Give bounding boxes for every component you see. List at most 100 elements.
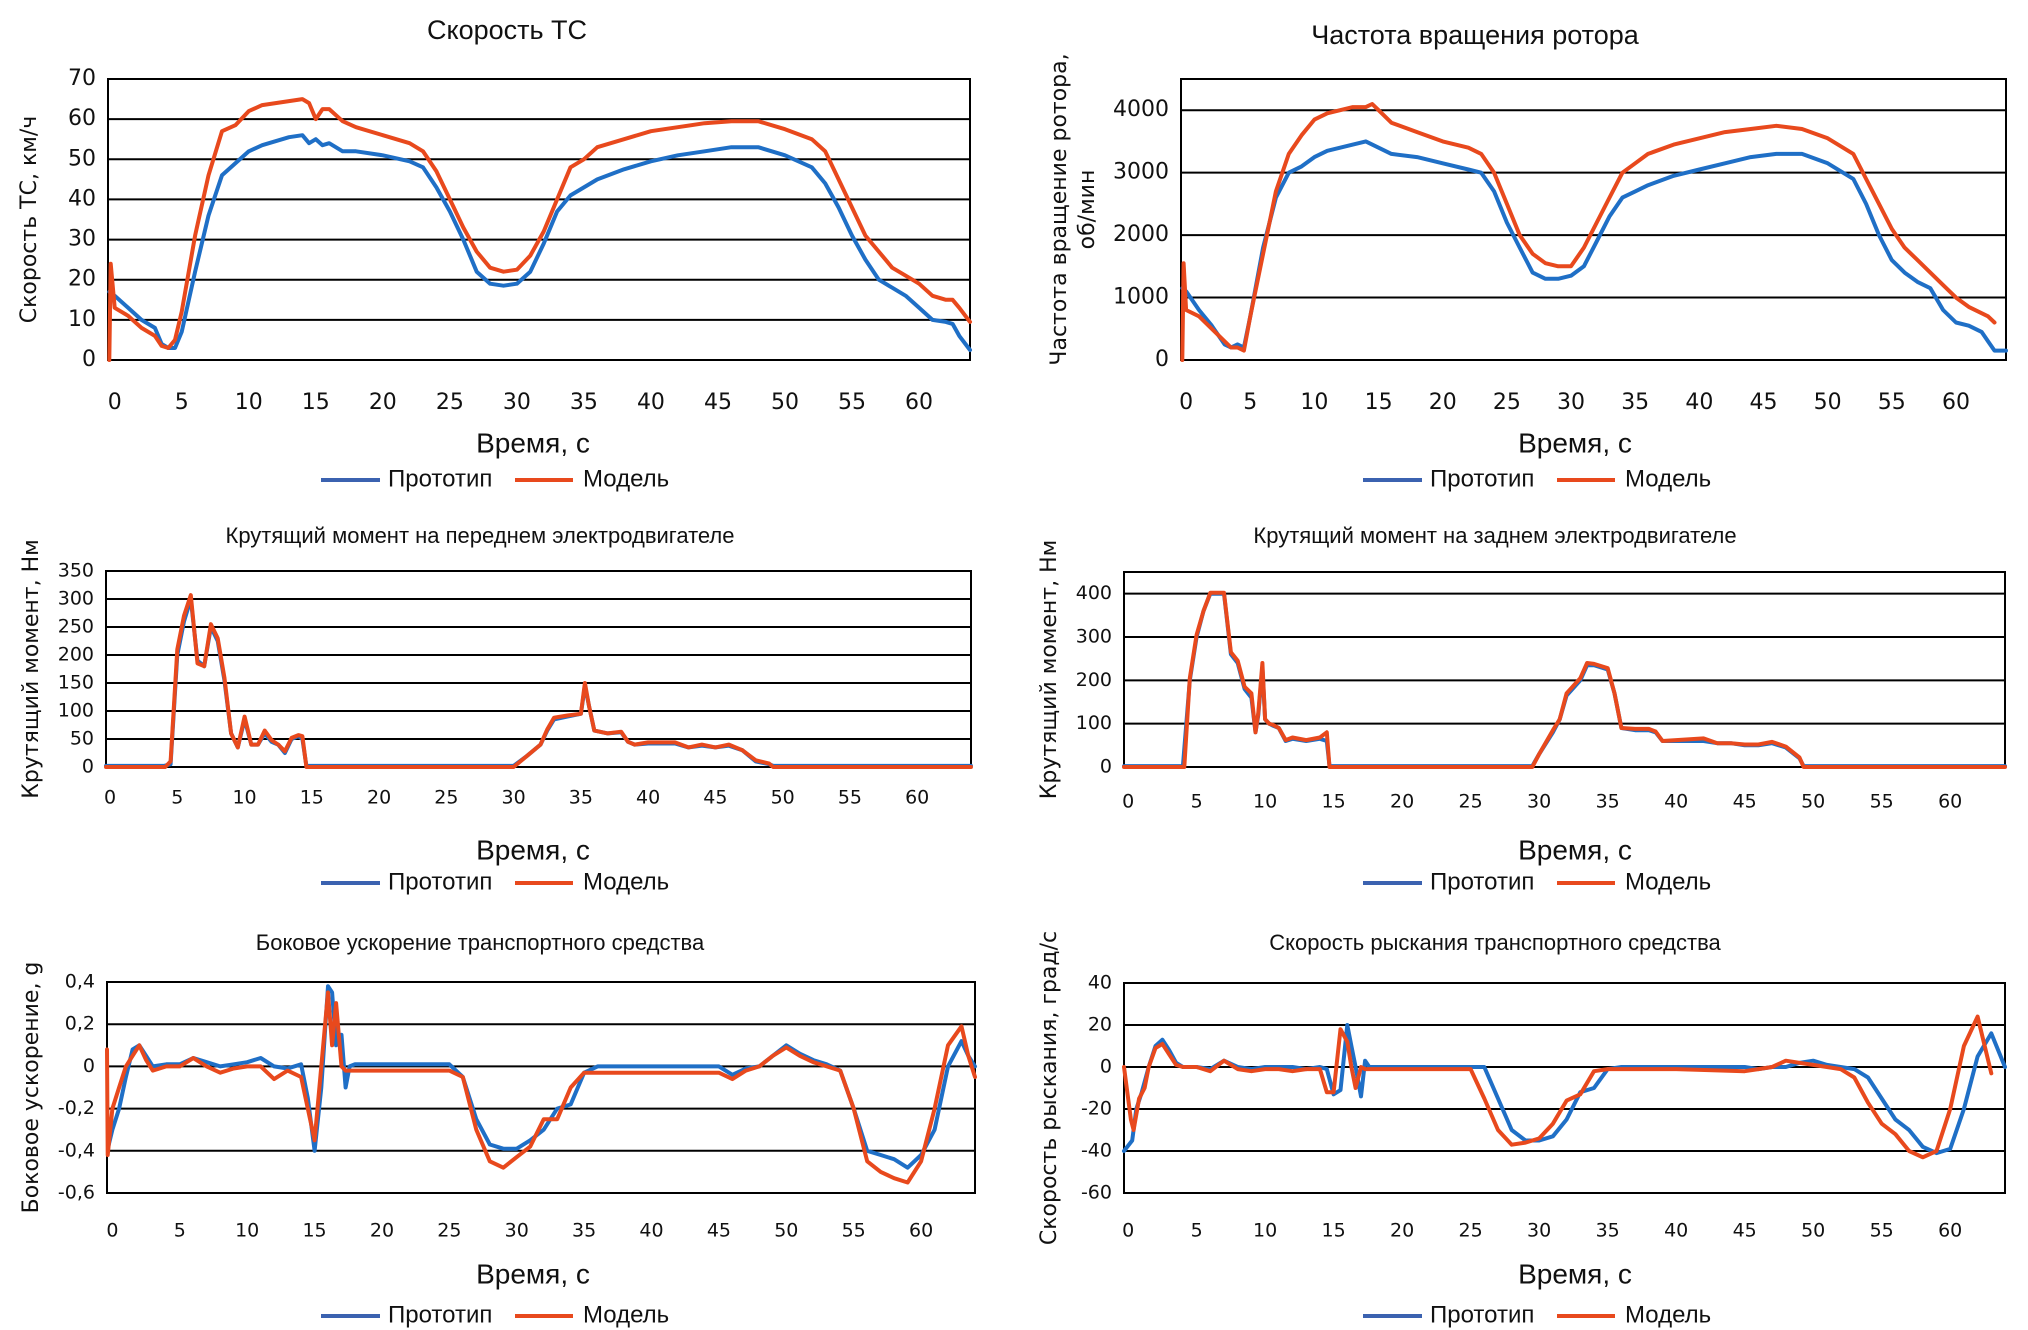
legend-label-prototype: Прототип bbox=[1430, 1301, 1534, 1328]
chart-title: Крутящий момент на заднем электродвигате… bbox=[1253, 523, 1736, 548]
x-tick-label: 35 bbox=[1621, 390, 1649, 415]
x-tick-label: 5 bbox=[171, 787, 183, 809]
y-axis-label-unit: об/мин bbox=[1075, 170, 1100, 250]
y-axis-label: Боковое ускорение, g bbox=[19, 962, 44, 1214]
y-axis-label: Скорость ТС, км/ч bbox=[17, 116, 42, 324]
x-tick-label: 40 bbox=[1664, 791, 1688, 813]
x-axis-label: Время, с bbox=[476, 427, 590, 458]
x-tick-label: 40 bbox=[639, 1220, 663, 1242]
series-line-model bbox=[1122, 1014, 1994, 1160]
x-tick-label: 15 bbox=[1322, 1220, 1346, 1242]
x-tick-label: 25 bbox=[436, 390, 464, 415]
y-tick-label: -20 bbox=[1081, 1098, 1112, 1120]
x-tick-label: 50 bbox=[771, 787, 795, 809]
y-tick-label: 50 bbox=[70, 728, 94, 750]
x-tick-label: 15 bbox=[1322, 791, 1346, 813]
y-tick-label: 100 bbox=[1076, 712, 1112, 734]
series-line-model bbox=[1122, 590, 2007, 769]
x-tick-label: 10 bbox=[235, 1220, 259, 1242]
y-tick-label: 40 bbox=[1088, 972, 1112, 994]
x-tick-label: 45 bbox=[1733, 791, 1757, 813]
x-tick-label: 30 bbox=[1527, 791, 1551, 813]
legend-label-model: Модель bbox=[1625, 1301, 1711, 1328]
x-tick-label: 10 bbox=[1300, 390, 1328, 415]
y-axis-label: Скорость рыскания, град/с bbox=[1037, 931, 1062, 1245]
series-line-prototype bbox=[107, 133, 972, 352]
y-tick-label: 0 bbox=[82, 347, 96, 372]
series-line-model bbox=[104, 593, 973, 769]
y-tick-label: 300 bbox=[1076, 626, 1112, 648]
x-tick-label: 40 bbox=[636, 787, 660, 809]
y-tick-label: 150 bbox=[58, 672, 94, 694]
x-tick-label: 15 bbox=[302, 390, 330, 415]
x-tick-label: 0 bbox=[1122, 1220, 1134, 1242]
y-tick-label: 1000 bbox=[1113, 285, 1169, 310]
y-tick-label: 350 bbox=[58, 560, 94, 582]
chart-rotor: Частота вращения ротора 0 1000 2000 3000 4000… bbox=[1047, 20, 2008, 492]
y-tick-label: 3000 bbox=[1113, 160, 1169, 185]
x-tick-label: 55 bbox=[1870, 1220, 1894, 1242]
x-tick-label: 25 bbox=[434, 787, 458, 809]
x-tick-label: 5 bbox=[175, 390, 189, 415]
series-line-prototype bbox=[106, 984, 977, 1170]
legend-label-model: Модель bbox=[583, 465, 669, 492]
y-tick-label: 4000 bbox=[1113, 97, 1169, 122]
x-tick-label: 45 bbox=[1750, 390, 1778, 415]
x-tick-label: 40 bbox=[1664, 1220, 1688, 1242]
x-tick-label: 20 bbox=[1390, 791, 1414, 813]
x-tick-label: 60 bbox=[909, 1220, 933, 1242]
x-axis-label: Время, с bbox=[476, 834, 590, 865]
legend-label-model: Модель bbox=[1625, 868, 1711, 895]
x-axis-label: Время, с bbox=[1518, 834, 1632, 865]
legend-label-prototype: Прототип bbox=[388, 868, 492, 895]
y-tick-label: -40 bbox=[1081, 1140, 1112, 1162]
chart-title: Скорость рыскания транспортного средства bbox=[1269, 930, 1721, 955]
y-tick-label: 0,4 bbox=[65, 971, 95, 993]
x-axis-label: Время, с bbox=[1518, 427, 1632, 458]
plot-area-frame bbox=[1180, 78, 2007, 361]
x-tick-label: 10 bbox=[232, 787, 256, 809]
chart-front-torque: Крутящий момент на переднем электродвига… bbox=[19, 523, 973, 895]
x-tick-label: 45 bbox=[704, 390, 732, 415]
chart-title: Скорость ТС bbox=[427, 15, 587, 45]
y-axis-label: Крутящий момент, Нм bbox=[19, 539, 44, 798]
x-tick-label: 0 bbox=[108, 390, 122, 415]
x-tick-label: 45 bbox=[703, 787, 727, 809]
y-tick-label: 200 bbox=[58, 644, 94, 666]
y-tick-label: 0,2 bbox=[65, 1013, 95, 1035]
y-tick-label: 50 bbox=[68, 146, 96, 171]
x-tick-label: 5 bbox=[1191, 791, 1203, 813]
y-tick-label: 40 bbox=[68, 186, 96, 211]
y-tick-label: 200 bbox=[1076, 669, 1112, 691]
series-line-model bbox=[105, 990, 977, 1185]
x-tick-label: 0 bbox=[106, 1220, 118, 1242]
x-tick-label: 45 bbox=[1733, 1220, 1757, 1242]
x-tick-label: 50 bbox=[771, 390, 799, 415]
x-tick-label: 20 bbox=[370, 1220, 394, 1242]
y-axis-label: Крутящий момент, Нм bbox=[1037, 540, 1062, 799]
x-tick-label: 30 bbox=[1527, 1220, 1551, 1242]
y-tick-label: 100 bbox=[58, 700, 94, 722]
legend-label-prototype: Прототип bbox=[1430, 868, 1534, 895]
legend-label-model: Модель bbox=[583, 1301, 669, 1328]
x-tick-label: 60 bbox=[1942, 390, 1970, 415]
y-tick-label: 30 bbox=[68, 227, 96, 252]
x-tick-label: 20 bbox=[369, 390, 397, 415]
x-tick-label: 50 bbox=[774, 1220, 798, 1242]
y-tick-label: -0,4 bbox=[58, 1139, 95, 1161]
x-tick-label: 10 bbox=[1253, 1220, 1277, 1242]
x-tick-label: 0 bbox=[1179, 390, 1193, 415]
plot-area-frame bbox=[1123, 571, 2006, 768]
x-tick-label: 50 bbox=[1801, 1220, 1825, 1242]
x-tick-label: 20 bbox=[1429, 390, 1457, 415]
x-tick-label: 35 bbox=[569, 787, 593, 809]
x-tick-label: 5 bbox=[1243, 390, 1257, 415]
x-tick-label: 15 bbox=[1365, 390, 1393, 415]
chart-title: Частота вращения ротора bbox=[1311, 20, 1640, 50]
y-tick-label: 10 bbox=[68, 307, 96, 332]
x-tick-label: 35 bbox=[572, 1220, 596, 1242]
x-tick-label: 40 bbox=[637, 390, 665, 415]
x-tick-label: 30 bbox=[1557, 390, 1585, 415]
x-axis-label: Время, с bbox=[1518, 1258, 1632, 1289]
x-tick-label: 25 bbox=[1493, 390, 1521, 415]
